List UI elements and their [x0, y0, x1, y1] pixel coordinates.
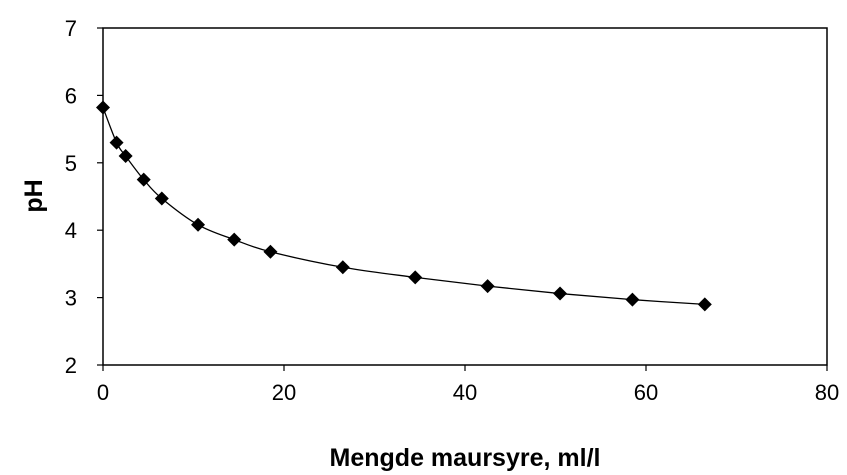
data-point — [480, 279, 495, 294]
data-point — [154, 191, 169, 206]
data-point — [118, 149, 133, 164]
y-axis-ticks: 2 3 4 5 6 7 — [65, 16, 103, 378]
x-tick-label: 60 — [634, 380, 658, 405]
x-tick-label: 40 — [453, 380, 477, 405]
data-point — [697, 297, 712, 312]
x-tick-label: 0 — [97, 380, 109, 405]
y-tick-label: 3 — [65, 286, 77, 311]
data-point — [553, 286, 568, 301]
data-point — [625, 292, 640, 307]
y-tick-label: 4 — [65, 218, 77, 243]
x-tick-label: 20 — [272, 380, 296, 405]
y-tick-label: 2 — [65, 353, 77, 378]
data-point — [227, 232, 242, 247]
data-point — [136, 172, 151, 187]
data-point — [335, 260, 350, 275]
x-axis-ticks: 0 20 40 60 80 — [97, 365, 839, 405]
data-point — [408, 270, 423, 285]
data-point — [109, 135, 124, 150]
data-point — [263, 244, 278, 259]
y-axis-title: pH — [20, 179, 48, 212]
data-point — [96, 100, 110, 115]
y-tick-label: 7 — [65, 16, 77, 41]
x-tick-label: 80 — [815, 380, 839, 405]
series-markers — [96, 100, 712, 312]
y-tick-label: 6 — [65, 83, 77, 108]
y-tick-label: 5 — [65, 151, 77, 176]
x-axis-title: Mengde maursyre, ml/l — [330, 444, 601, 472]
plot-area — [102, 27, 828, 366]
data-point — [191, 217, 206, 232]
